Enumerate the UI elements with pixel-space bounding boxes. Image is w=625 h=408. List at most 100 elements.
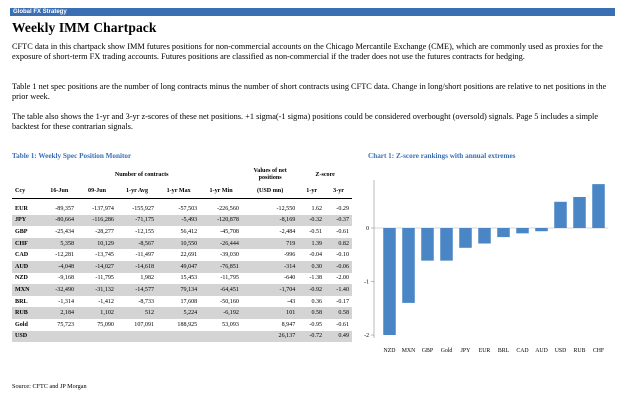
value-cell: -8,567	[116, 237, 158, 250]
source-note: Source: CFTC and JP Morgan	[12, 383, 87, 390]
column-header: Ccy	[12, 184, 42, 199]
column-header: 1-yr Max	[157, 184, 201, 199]
bar-rub	[573, 196, 586, 228]
value-cell: -4,048	[41, 260, 78, 273]
bar-brl	[497, 228, 510, 238]
bar-nzd	[383, 228, 396, 335]
table-row: RUB 2,184 1,102 512 5,224 -6,192 101 0.58 0.58	[12, 307, 352, 319]
y-tick-label: 0	[366, 226, 369, 232]
currency-cell: GBP	[15, 228, 28, 235]
value-cell: -116,286	[77, 214, 117, 227]
currency-cell: JPY	[12, 214, 42, 227]
bar-aud	[535, 228, 548, 232]
group-header-zscore: Z-score	[315, 172, 335, 178]
bar-cad	[516, 228, 529, 234]
value-cell: -64,451	[200, 284, 242, 296]
value-cell	[200, 330, 242, 343]
value-cell: -0.95	[309, 321, 323, 328]
value-cell: 2,184	[41, 307, 78, 319]
value-cell: -12,281	[55, 252, 75, 259]
column-header-row: Ccy 16-Jun 09-Jun 1-yr Avg 1-yr Max 1-yr Min(…	[12, 184, 352, 199]
group-header-values-line2: positions	[258, 175, 282, 181]
currency-cell: EUR	[15, 205, 28, 212]
currency-cell: BRL	[15, 298, 28, 305]
table-row: USD 26,137 -0.72 0.49	[12, 330, 352, 343]
value-cell: -314	[241, 260, 299, 273]
table-row: BRL -1,314 -1,412 -8,733 17,608 -50,160 -43 0.3…	[12, 296, 352, 308]
value-cell: -0.06	[325, 260, 352, 273]
table-row: NZD -9,168 -11,795 1,982 15,453 -11,795 -640 -1…	[12, 273, 352, 285]
value-cell: -89,357	[55, 205, 75, 212]
x-tick-label: GBP	[422, 348, 433, 354]
table-title: Table 1: Weekly Spec Position Monitor	[12, 152, 132, 160]
bar-eur	[478, 228, 491, 244]
value-cell: 0.58	[298, 307, 326, 319]
bar-gold	[440, 228, 453, 261]
value-cell: 0.49	[325, 330, 352, 343]
value-cell: -0.72	[298, 330, 326, 343]
value-cell: -5,493	[157, 214, 201, 227]
value-cell: -0.10	[336, 252, 349, 259]
value-cell: -14,577	[116, 284, 158, 296]
y-tick-label: -1	[364, 280, 369, 286]
value-cell: -9,168	[58, 275, 75, 282]
x-tick-label: NZD	[384, 348, 396, 354]
column-header: 1-yr Avg	[116, 184, 158, 199]
value-cell: 0.30	[298, 260, 326, 273]
value-cell: 5,358	[41, 237, 78, 250]
net-positions-paragraph: Table 1 net spec positions are the numbe…	[12, 82, 607, 102]
x-tick-label: BRL	[498, 348, 510, 354]
value-cell: 1.62	[311, 205, 323, 212]
value-cell: -80,664	[41, 214, 78, 227]
table-row: GBP -25,434 -28,277 -12,155 56,412 -45,708 -2,…	[12, 226, 352, 238]
value-cell: 188,925	[177, 321, 198, 328]
value-cell: -0.04	[309, 252, 323, 259]
value-cell: 719	[241, 237, 299, 250]
value-cell: -1.38	[309, 275, 323, 282]
value-cell: -76,851	[200, 260, 242, 273]
currency-cell: MXN	[12, 284, 42, 296]
value-cell: 101	[241, 307, 299, 319]
value-cell: -1,412	[98, 298, 114, 305]
value-cell: -0.37	[325, 214, 352, 227]
value-cell: -120,878	[200, 214, 242, 227]
group-header-values: Values of net positions	[242, 166, 298, 184]
value-cell: -0.29	[336, 205, 349, 212]
value-cell: -57,503	[178, 205, 198, 212]
value-cell: 15,453	[180, 275, 198, 282]
value-cell: 10,129	[77, 237, 117, 250]
value-cell: -137,974	[92, 205, 114, 212]
column-header: 1-yr Min	[200, 184, 242, 199]
value-cell	[116, 330, 158, 343]
currency-cell: CAD	[15, 252, 29, 259]
x-tick-label: USD	[555, 348, 567, 354]
value-cell: -39,030	[220, 252, 239, 259]
y-tick-label: -2	[364, 333, 369, 339]
value-cell: -26,444	[200, 237, 242, 250]
value-cell: -996	[284, 252, 296, 259]
value-cell: 1,982	[140, 275, 155, 282]
column-header: 16-Jun	[41, 184, 78, 199]
table-row: EUR -89,357 -137,974 -155,927 -57,503 -226,56…	[12, 203, 352, 215]
currency-cell: CHF	[12, 237, 42, 250]
value-cell: -8,169	[241, 214, 299, 227]
value-cell: -2.00	[336, 275, 349, 282]
value-cell: -28,277	[95, 228, 114, 235]
value-cell: 8,947	[281, 321, 296, 328]
value-cell	[157, 330, 201, 343]
value-cell: -31,132	[77, 284, 117, 296]
value-cell: 49,047	[157, 260, 201, 273]
value-cell: -8,733	[138, 298, 155, 305]
table-row: AUD -4,048 -14,027 -14,618 49,047 -76,851 -314…	[12, 260, 352, 273]
value-cell: 53,093	[222, 321, 239, 328]
intro-paragraph: CFTC data in this chartpack show IMM fut…	[12, 42, 603, 62]
bar-chf	[592, 184, 605, 228]
value-cell: -0.61	[336, 321, 349, 328]
value-cell: -71,175	[116, 214, 158, 227]
value-cell: 512	[116, 307, 158, 319]
value-cell: 22,691	[180, 252, 198, 259]
value-cell: 75,723	[57, 321, 75, 328]
table-row: CHF 5,358 10,129 -8,567 10,550 -26,444 719 1.39…	[12, 237, 352, 250]
value-cell: 5,224	[157, 307, 201, 319]
